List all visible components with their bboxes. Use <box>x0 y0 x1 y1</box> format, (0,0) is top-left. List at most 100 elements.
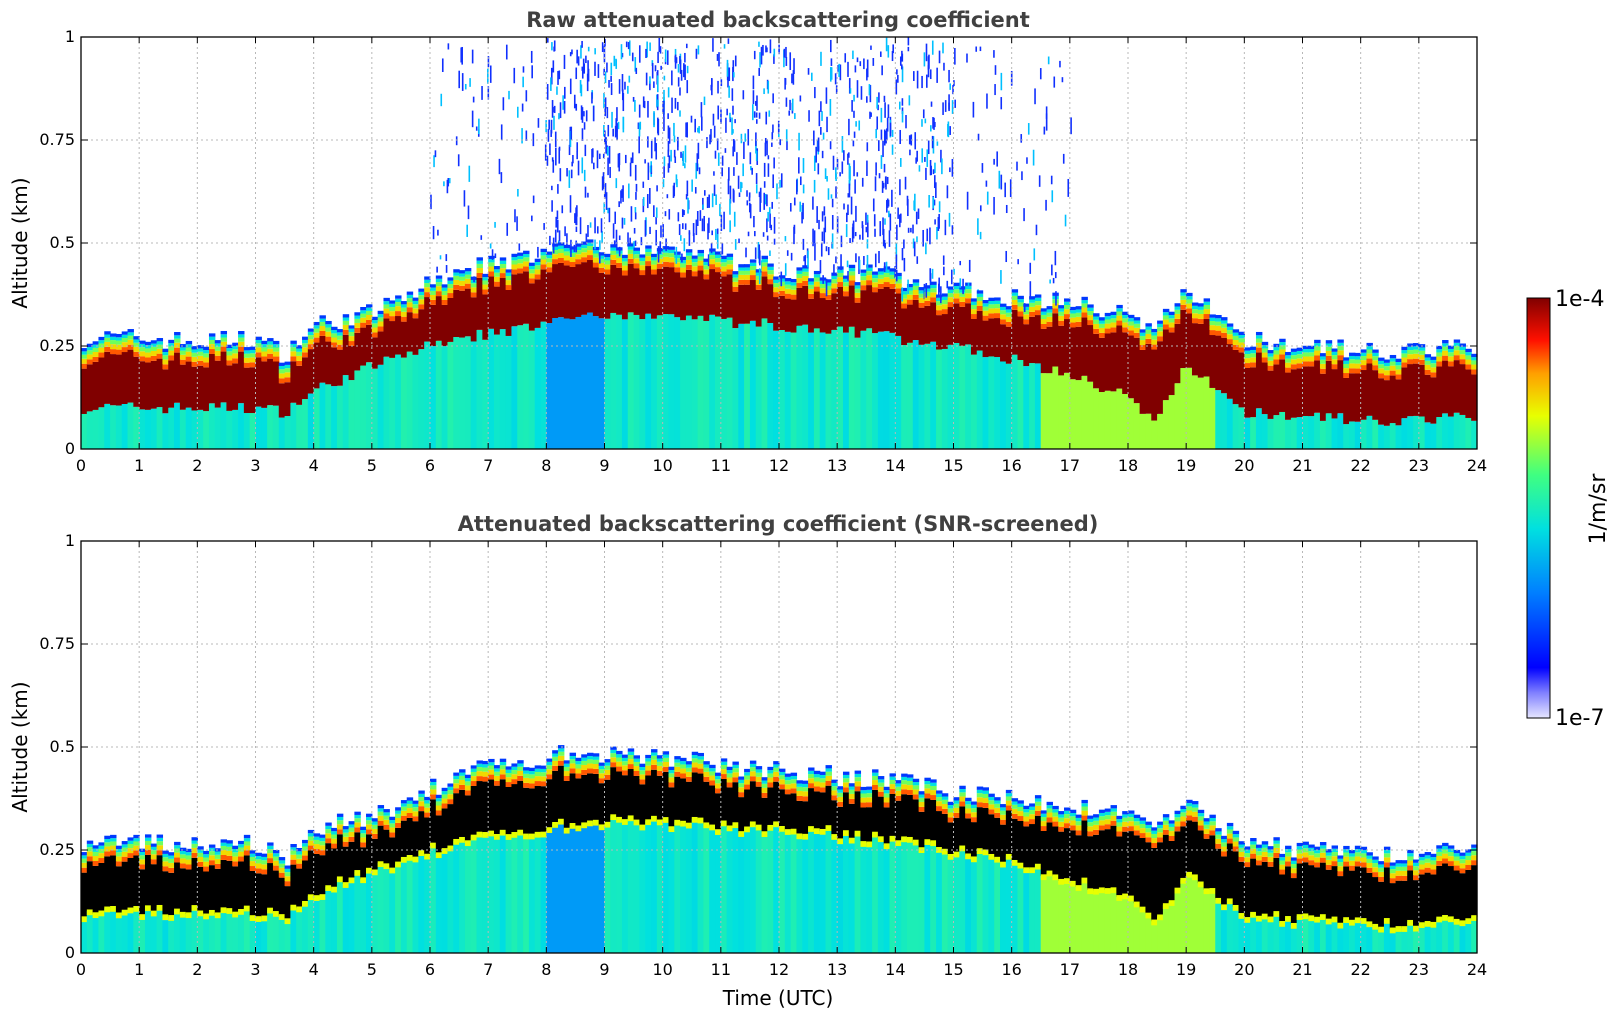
heat-cell-edge <box>581 757 588 761</box>
heat-cell-edge <box>784 281 792 285</box>
heat-cell-edge <box>720 262 728 267</box>
heat-cell-edge <box>1308 352 1315 357</box>
noise-speckle <box>634 240 637 247</box>
heat-cell-edge <box>720 758 728 762</box>
heat-cell-edge <box>1459 863 1466 869</box>
heat-cell-edge <box>331 838 338 844</box>
noise-speckle <box>941 158 943 175</box>
noise-speckle <box>607 207 609 214</box>
noise-speckle <box>834 73 837 85</box>
heat-cell-edge <box>1209 821 1216 826</box>
heat-cell-edge <box>575 243 582 247</box>
heat-cell-edge <box>1325 852 1333 856</box>
noise-speckle <box>951 225 954 235</box>
heat-cell-edge <box>587 246 594 251</box>
heat-cell-edge <box>569 752 577 756</box>
noise-speckle <box>604 97 607 109</box>
heat-cell-edge <box>249 850 257 854</box>
heat-cell-edge <box>214 340 222 344</box>
heat-cell-edge <box>1098 825 1106 831</box>
heat-cell-core <box>546 779 553 829</box>
noise-speckle <box>505 44 508 60</box>
heat-cell-edge <box>854 786 862 792</box>
heat-cell-edge <box>400 316 408 322</box>
heat-cell-low <box>208 911 216 953</box>
heat-cell-edge <box>947 805 955 809</box>
heat-cell-low <box>1407 921 1414 953</box>
heat-cell-low <box>249 413 257 449</box>
heat-cell-core <box>930 799 937 842</box>
noise-speckle <box>635 192 637 200</box>
heat-cell-edge <box>796 795 803 801</box>
noise-speckle <box>638 136 640 154</box>
heat-cell-edge <box>528 273 536 279</box>
heat-cell-edge <box>1116 822 1123 827</box>
heat-cell-edge <box>738 831 745 837</box>
heat-cell-edge <box>755 769 763 773</box>
x-tick-label: 11 <box>711 456 731 475</box>
heat-cell-edge <box>1261 913 1269 920</box>
heat-cell-edge <box>348 336 355 342</box>
heat-cell-edge <box>1087 815 1094 819</box>
noise-speckle <box>594 239 596 250</box>
heat-cell-edge <box>994 807 1001 813</box>
heat-cell-edge <box>1011 813 1019 819</box>
noise-speckle <box>594 48 596 55</box>
heat-cell-edge <box>1000 306 1007 311</box>
noise-speckle <box>747 129 750 146</box>
heat-cell-core <box>354 832 361 872</box>
heat-cell-edge <box>633 247 640 251</box>
noise-speckle <box>861 177 864 187</box>
heat-cell-edge <box>1191 309 1199 314</box>
heat-cell-edge <box>813 274 821 278</box>
noise-speckle <box>901 64 903 70</box>
heat-cell-edge <box>1005 853 1013 860</box>
noise-speckle <box>779 179 781 188</box>
heat-cell-edge <box>1145 338 1152 344</box>
heat-cell-edge <box>557 755 565 761</box>
heat-cell-edge <box>645 248 652 253</box>
heat-cell-edge <box>86 909 94 916</box>
heat-cell-low <box>1453 412 1461 449</box>
heat-cell-edge <box>1349 359 1356 364</box>
noise-speckle <box>763 192 766 210</box>
heat-cell-edge <box>1145 837 1152 843</box>
heat-cell-edge <box>400 307 408 312</box>
heat-cell-edge <box>773 764 780 768</box>
heat-cell-low <box>662 818 670 953</box>
heat-cell-edge <box>587 759 594 764</box>
noise-speckle <box>780 173 783 188</box>
heat-cell-edge <box>715 829 722 835</box>
heat-cell-edge <box>499 260 507 265</box>
heat-cell-edge <box>255 868 262 874</box>
noise-speckle <box>589 222 592 228</box>
heat-cell-edge <box>982 787 989 791</box>
heat-cell-edge <box>1343 360 1350 364</box>
heat-cell-edge <box>325 833 332 839</box>
heat-cell-core <box>1238 861 1245 915</box>
noise-speckle <box>949 167 951 173</box>
heat-cell-edge <box>220 842 228 846</box>
noise-speckle <box>697 142 700 159</box>
noise-speckle <box>667 125 670 139</box>
heat-cell-edge <box>656 770 664 776</box>
heat-cell-edge <box>825 289 832 295</box>
heat-cell-edge <box>406 808 414 814</box>
heat-cell-core <box>424 817 431 856</box>
heat-cell-edge <box>261 356 268 362</box>
heat-cell-edge <box>1424 369 1432 375</box>
heat-cell-core <box>592 267 600 317</box>
heat-cell-edge <box>214 355 222 361</box>
heat-cell-edge <box>1319 848 1327 853</box>
heat-cell-edge <box>1331 916 1338 923</box>
noise-speckle <box>812 228 814 247</box>
heat-cell-edge <box>1058 305 1065 309</box>
noise-speckle <box>634 207 637 213</box>
heat-cell-low <box>360 365 367 449</box>
heat-cell-edge <box>744 826 751 833</box>
noise-speckle <box>707 223 709 240</box>
noise-speckle <box>808 110 810 122</box>
noise-speckle <box>606 107 609 119</box>
heat-cell-edge <box>1098 323 1106 328</box>
noise-speckle <box>818 219 820 230</box>
